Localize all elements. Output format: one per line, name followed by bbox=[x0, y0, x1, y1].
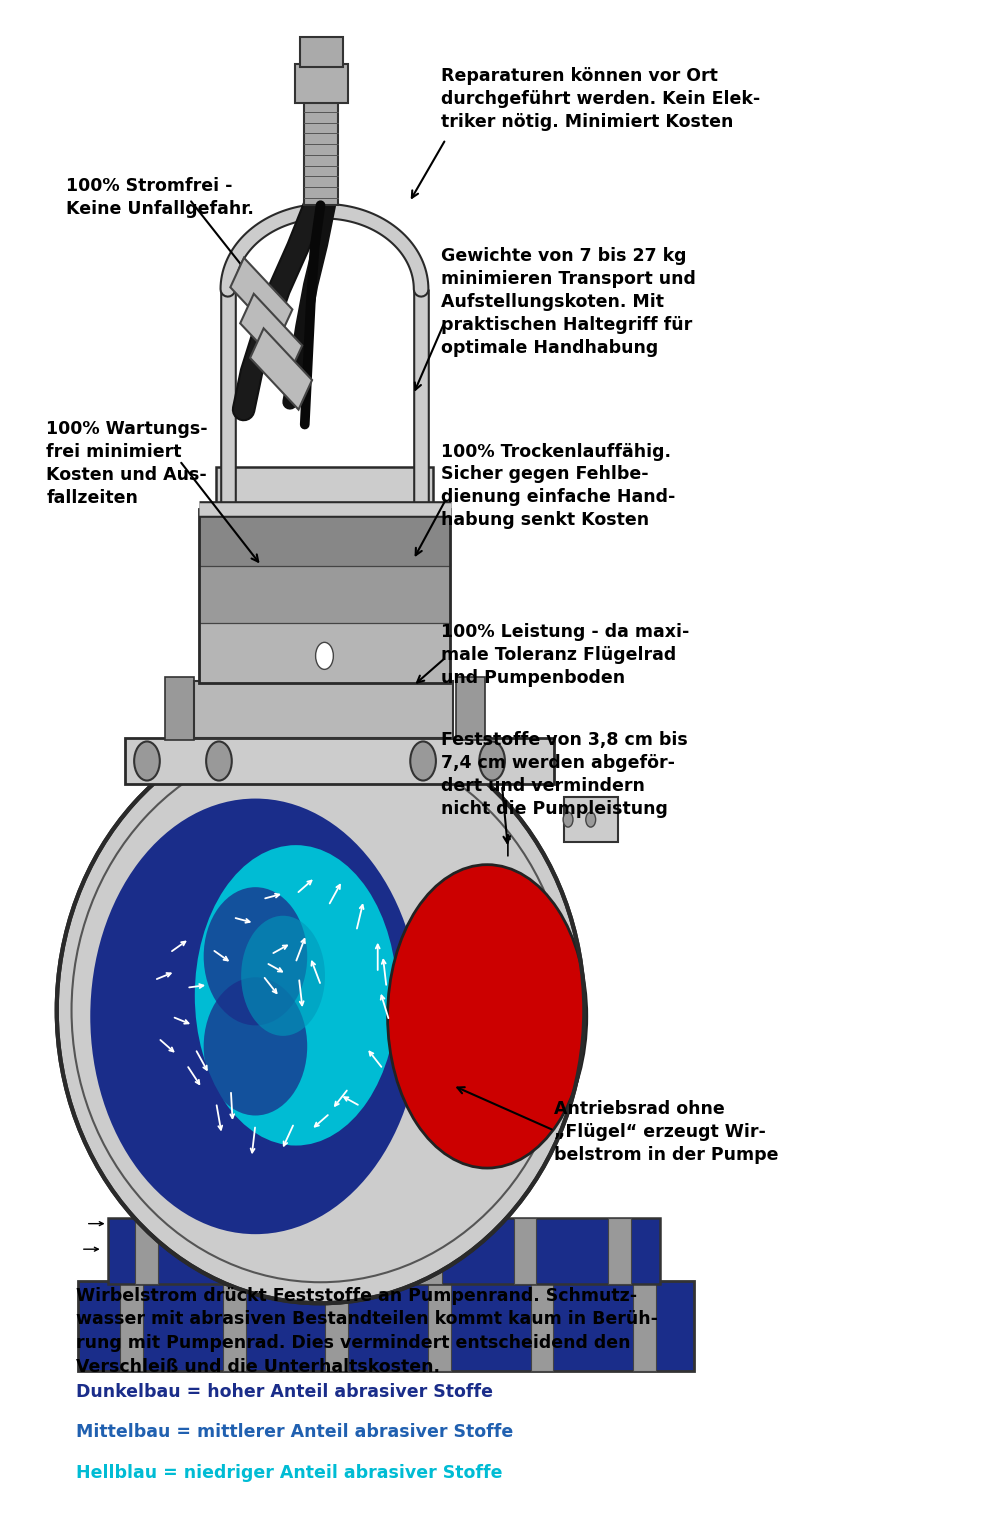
Bar bbox=[608, 1217, 631, 1284]
Bar bbox=[199, 562, 450, 623]
Bar bbox=[199, 509, 450, 565]
Bar bbox=[223, 1281, 246, 1370]
Bar bbox=[633, 1281, 656, 1370]
Bar bbox=[78, 1281, 694, 1370]
Circle shape bbox=[316, 643, 333, 670]
Bar bbox=[300, 36, 343, 67]
Text: Gewichte von 7 bis 27 kg
minimieren Transport und
Aufstellungskoten. Mit
praktis: Gewichte von 7 bis 27 kg minimieren Tran… bbox=[441, 247, 696, 356]
Bar bbox=[325, 1281, 348, 1370]
Ellipse shape bbox=[204, 978, 307, 1116]
Circle shape bbox=[206, 741, 232, 781]
Ellipse shape bbox=[241, 916, 325, 1035]
Polygon shape bbox=[240, 294, 302, 374]
Bar bbox=[194, 681, 453, 738]
Text: 100% Trockenlauffähig.
Sicher gegen Fehlbe-
dienung einfache Hand-
habung senkt : 100% Trockenlauffähig. Sicher gegen Fehl… bbox=[441, 443, 675, 529]
Bar bbox=[108, 1217, 660, 1284]
Text: Wirbelstrom drückt Feststoffe an Pumpenrand. Schmutz-
wasser mit abrasiven Besta: Wirbelstrom drückt Feststoffe an Pumpenr… bbox=[76, 1287, 658, 1375]
Bar bbox=[230, 1217, 252, 1284]
Bar bbox=[419, 1217, 442, 1284]
Bar bbox=[324, 1217, 347, 1284]
Text: 100% Stromfrei -
Keine Unfallgefahr.: 100% Stromfrei - Keine Unfallgefahr. bbox=[66, 177, 254, 218]
Circle shape bbox=[479, 741, 505, 781]
Bar bbox=[125, 738, 554, 784]
Bar bbox=[304, 100, 338, 205]
Ellipse shape bbox=[57, 717, 584, 1304]
Bar bbox=[199, 620, 450, 682]
Bar bbox=[428, 1281, 451, 1370]
Text: Reparaturen können vor Ort
durchgeführt werden. Kein Elek-
triker nötig. Minimie: Reparaturen können vor Ort durchgeführt … bbox=[441, 67, 760, 130]
Bar bbox=[531, 1281, 553, 1370]
Text: 100% Leistung - da maxi-
male Toleranz Flügelrad
und Pumpenboden: 100% Leistung - da maxi- male Toleranz F… bbox=[441, 623, 689, 687]
Text: Mittelbau = mittlerer Anteil abrasiver Stoffe: Mittelbau = mittlerer Anteil abrasiver S… bbox=[76, 1424, 513, 1442]
Polygon shape bbox=[230, 258, 292, 340]
Text: 100% Wartungs-
frei minimiert
Kosten und Aus-
fallzeiten: 100% Wartungs- frei minimiert Kosten und… bbox=[46, 420, 208, 506]
Bar bbox=[514, 1217, 536, 1284]
Circle shape bbox=[410, 741, 436, 781]
Bar bbox=[165, 676, 194, 740]
Circle shape bbox=[388, 864, 587, 1167]
Ellipse shape bbox=[204, 887, 307, 1025]
Circle shape bbox=[586, 813, 596, 828]
Text: Hellblau = niedriger Anteil abrasiver Stoffe: Hellblau = niedriger Anteil abrasiver St… bbox=[76, 1464, 502, 1483]
Bar bbox=[199, 509, 450, 682]
Bar bbox=[120, 1281, 143, 1370]
Polygon shape bbox=[250, 329, 312, 409]
Bar bbox=[135, 1217, 158, 1284]
Circle shape bbox=[563, 813, 573, 828]
Ellipse shape bbox=[90, 799, 421, 1234]
Bar bbox=[564, 797, 618, 841]
Bar bbox=[456, 676, 485, 740]
Bar bbox=[216, 467, 433, 509]
Ellipse shape bbox=[195, 844, 397, 1146]
Text: Feststoffe von 3,8 cm bis
7,4 cm werden abgeför-
dert und vermindern
nicht die P: Feststoffe von 3,8 cm bis 7,4 cm werden … bbox=[441, 731, 688, 817]
Bar bbox=[295, 64, 348, 103]
Circle shape bbox=[134, 741, 160, 781]
Text: Antriebsrad ohne
„Flügel“ erzeugt Wir-
belstrom in der Pumpe: Antriebsrad ohne „Flügel“ erzeugt Wir- b… bbox=[554, 1101, 779, 1164]
Text: Dunkelbau = hoher Anteil abrasiver Stoffe: Dunkelbau = hoher Anteil abrasiver Stoff… bbox=[76, 1383, 493, 1401]
